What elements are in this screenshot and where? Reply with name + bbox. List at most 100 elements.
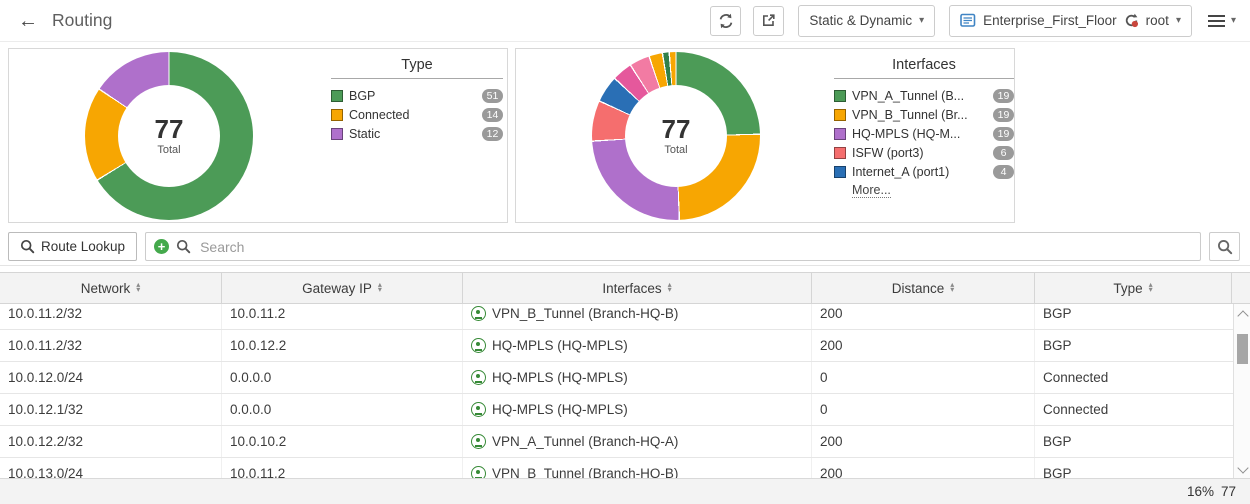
status-bar: 16% 77 <box>0 478 1250 504</box>
interface-label: VPN_B_Tunnel (Branch-HQ-B) <box>492 466 679 480</box>
legend-item[interactable]: HQ-MPLS (HQ-M... 19 <box>834 124 1014 143</box>
legend-title: Type <box>331 57 503 79</box>
donut-center: 77 Total <box>625 85 727 187</box>
legend-count-badge: 19 <box>993 126 1014 141</box>
legend-item[interactable]: Connected 14 <box>331 105 503 124</box>
column-header[interactable]: Type ▴ ▾ <box>1035 273 1232 303</box>
cell-interfaces: VPN_B_Tunnel (Branch-HQ-B) <box>463 304 812 329</box>
column-header-label: Interfaces <box>602 280 662 296</box>
interface-label: HQ-MPLS (HQ-MPLS) <box>492 402 628 417</box>
cell-network: 10.0.12.2/32 <box>0 426 222 457</box>
device-vdom-dropdown[interactable]: Enterprise_First_Floor root ▾ <box>949 4 1192 37</box>
donut-total-label: Total <box>664 143 688 156</box>
legend-label: HQ-MPLS (HQ-M... <box>852 126 961 141</box>
cell-type: BGP <box>1043 338 1072 353</box>
vertical-scrollbar[interactable] <box>1233 304 1250 480</box>
donut-total-label: Total <box>157 143 181 156</box>
route-filter-dropdown[interactable]: Static & Dynamic ▾ <box>798 4 936 37</box>
device-name: Enterprise_First_Floor <box>983 13 1117 28</box>
cell-gateway-ip: 10.0.12.2 <box>222 330 463 361</box>
vdom-name: root <box>1145 13 1169 28</box>
cell-network: 10.0.12.1/32 <box>0 394 222 425</box>
route-filter-value: Static & Dynamic <box>809 13 913 28</box>
cell-network: 10.0.11.2/32 <box>0 304 222 329</box>
search-icon <box>1217 239 1232 254</box>
legend-more-link[interactable]: More... <box>852 183 891 198</box>
cell-interfaces: HQ-MPLS (HQ-MPLS) <box>463 362 812 393</box>
legend-label: Connected <box>349 107 410 122</box>
interface-icon <box>471 402 486 417</box>
refresh-icon <box>719 13 733 28</box>
scrollbar-thumb[interactable] <box>1236 334 1248 364</box>
interface-label: VPN_B_Tunnel (Branch-HQ-B) <box>492 306 679 321</box>
toolbar-divider <box>0 265 1250 266</box>
table-row[interactable]: 10.0.12.1/32 0.0.0.0 HQ-MPLS (HQ-MPLS) 0… <box>0 394 1250 426</box>
route-lookup-button[interactable]: Route Lookup <box>8 232 138 261</box>
add-filter-icon[interactable]: + <box>154 239 170 254</box>
table-body: 10.0.11.2/32 10.0.11.2 VPN_B_Tunnel (Bra… <box>0 304 1250 480</box>
cell-type: BGP <box>1043 434 1072 449</box>
legend-count-badge: 6 <box>993 145 1014 160</box>
legend-label: VPN_B_Tunnel (Br... <box>852 107 968 122</box>
cell-interfaces: HQ-MPLS (HQ-MPLS) <box>463 394 812 425</box>
table-row[interactable]: 10.0.12.2/32 10.0.10.2 VPN_A_Tunnel (Bra… <box>0 426 1250 458</box>
column-header[interactable]: Interfaces ▴ ▾ <box>463 273 812 303</box>
cell-gateway-ip: 0.0.0.0 <box>222 362 463 393</box>
legend-item[interactable]: VPN_B_Tunnel (Br... 19 <box>834 105 1014 124</box>
column-header-label: Distance <box>891 280 945 296</box>
cell-gateway-ip: 0.0.0.0 <box>222 394 463 425</box>
legend-label: Static <box>349 126 381 141</box>
cell-distance: 0 <box>812 394 1035 425</box>
column-header[interactable]: Distance ▴ ▾ <box>812 273 1035 303</box>
sort-icon: ▴ ▾ <box>950 280 955 294</box>
legend-item[interactable]: ISFW (port3) 6 <box>834 143 1014 162</box>
table-header: Network ▴ ▾ Gateway IP ▴ ▾ Interfaces ▴ ▾ D… <box>0 272 1250 304</box>
back-arrow-icon[interactable]: ← <box>18 9 38 32</box>
table-row[interactable]: 10.0.11.2/32 10.0.11.2 VPN_B_Tunnel (Bra… <box>0 304 1250 330</box>
cell-network: 10.0.12.0/24 <box>0 362 222 393</box>
cell-distance: 200 <box>812 426 1035 457</box>
interfaces-chart-panel: 77 Total Interfaces VPN_A_Tunnel (B... 1… <box>515 48 1015 223</box>
interface-icon <box>471 466 486 480</box>
table-rows: 10.0.11.2/32 10.0.11.2 VPN_B_Tunnel (Bra… <box>0 304 1250 480</box>
scroll-up-icon[interactable] <box>1236 310 1249 322</box>
search-icon <box>20 239 35 254</box>
external-link-icon <box>763 14 775 26</box>
search-submit-button[interactable] <box>1209 232 1240 261</box>
table-toolbar: Route Lookup + <box>8 232 1240 261</box>
total-route-count: 77 <box>1220 484 1236 499</box>
cell-distance: 0 <box>812 362 1035 393</box>
interface-icon <box>471 306 486 321</box>
cell-gateway-ip: 10.0.11.2 <box>222 458 463 480</box>
interface-label: HQ-MPLS (HQ-MPLS) <box>492 370 628 385</box>
legend-swatch <box>331 108 343 121</box>
cell-interfaces: VPN_B_Tunnel (Branch-HQ-B) <box>463 458 812 480</box>
page-title: Routing <box>52 10 113 30</box>
table-row[interactable]: 10.0.12.0/24 0.0.0.0 HQ-MPLS (HQ-MPLS) 0… <box>0 362 1250 394</box>
interface-icon <box>471 370 486 385</box>
cell-type: Connected <box>1043 370 1109 385</box>
sort-icon: ▴ ▾ <box>667 280 672 294</box>
refresh-button[interactable] <box>710 5 742 36</box>
column-header[interactable]: Network ▴ ▾ <box>0 273 222 303</box>
legend-item[interactable]: BGP 51 <box>331 86 503 105</box>
legend-swatch <box>834 165 846 178</box>
export-button[interactable] <box>753 5 785 36</box>
legend-item[interactable]: Internet_A (port1) 4 <box>834 162 1014 181</box>
interface-icon <box>471 338 486 353</box>
cell-network: 10.0.11.2/32 <box>0 330 222 361</box>
cell-type: Connected <box>1043 402 1109 417</box>
legend-item[interactable]: VPN_A_Tunnel (B... 19 <box>834 86 1014 105</box>
hamburger-menu-button[interactable]: ▾ <box>1207 7 1236 35</box>
table-row[interactable]: 10.0.11.2/32 10.0.12.2 HQ-MPLS (HQ-MPLS)… <box>0 330 1250 362</box>
scroll-down-icon[interactable] <box>1236 462 1249 474</box>
search-input[interactable] <box>198 237 1192 256</box>
column-header-label: Type <box>1113 280 1143 296</box>
column-header[interactable]: Gateway IP ▴ ▾ <box>222 273 463 303</box>
legend-item[interactable]: Static 12 <box>331 124 503 143</box>
table-row[interactable]: 10.0.13.0/24 10.0.11.2 VPN_B_Tunnel (Bra… <box>0 458 1250 480</box>
legend-count-badge: 19 <box>993 88 1014 103</box>
cell-network: 10.0.13.0/24 <box>0 458 222 480</box>
legend-label: BGP <box>349 88 376 103</box>
route-lookup-label: Route Lookup <box>41 239 126 254</box>
